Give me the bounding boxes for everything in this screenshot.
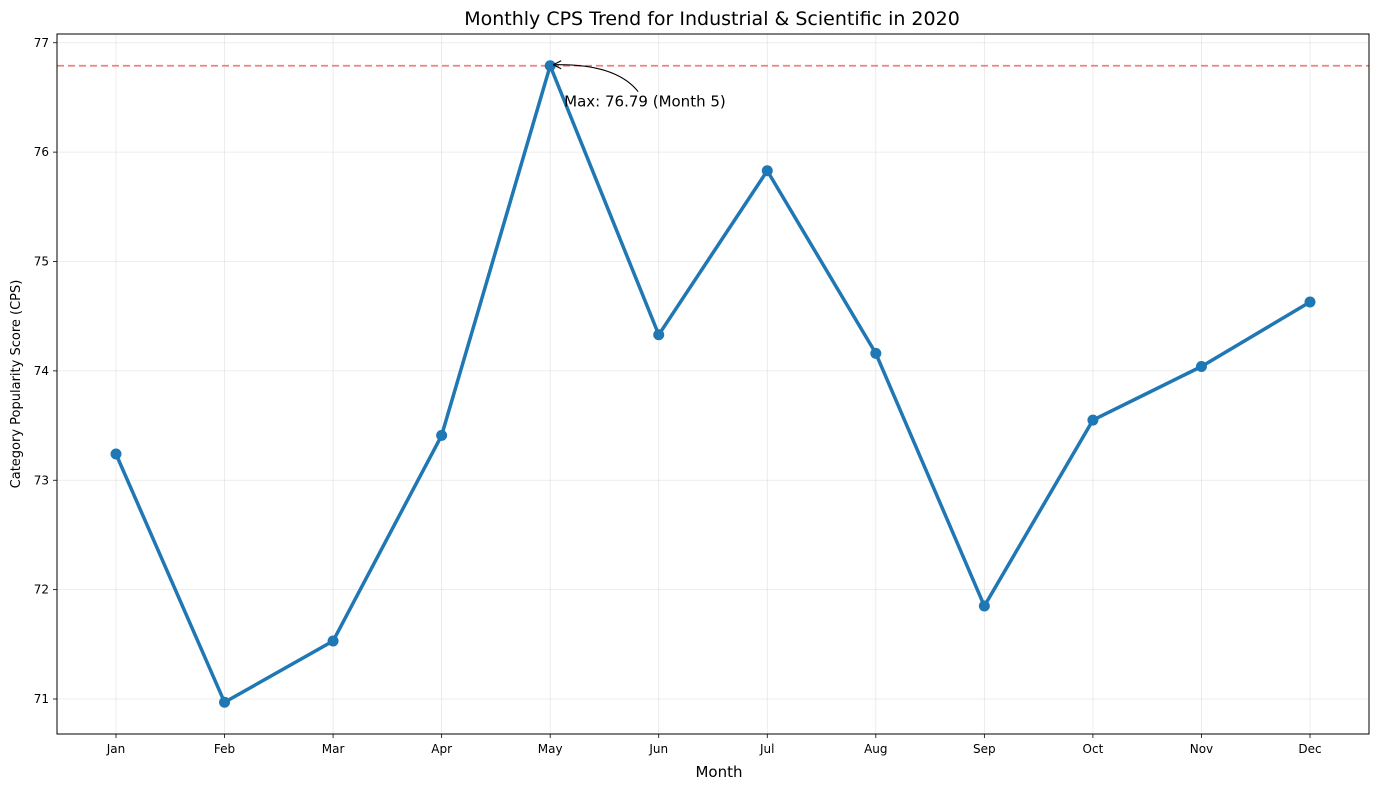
y-tick-label: 72 xyxy=(34,583,49,597)
x-tick-label: May xyxy=(538,742,563,756)
x-tick-label: Oct xyxy=(1083,742,1104,756)
annotation-arrow xyxy=(555,64,639,93)
y-tick-label: 76 xyxy=(34,145,49,159)
data-point xyxy=(544,60,556,72)
x-tick-label: Jul xyxy=(759,742,774,756)
x-tick-label: Nov xyxy=(1190,742,1213,756)
annotation-layer: Max: 76.79 (Month 5) xyxy=(552,60,726,111)
data-point xyxy=(327,635,339,647)
annotation-text: Max: 76.79 (Month 5) xyxy=(564,93,726,111)
plot-frame xyxy=(56,33,1370,735)
y-tick-label: 71 xyxy=(34,692,49,706)
data-point xyxy=(436,429,448,441)
x-tick-label: Sep xyxy=(973,742,996,756)
y-tick-label: 74 xyxy=(34,364,49,378)
annotation-arrowhead xyxy=(552,60,562,70)
data-point xyxy=(870,347,882,359)
x-axis-label: Month xyxy=(695,763,742,781)
data-point xyxy=(1195,361,1207,372)
y-tick-label: 77 xyxy=(34,36,49,50)
chart-title: Monthly CPS Trend for Industrial & Scien… xyxy=(464,8,960,30)
data-point xyxy=(219,696,231,708)
x-tick-label: Mar xyxy=(322,742,345,756)
x-tick-label: Apr xyxy=(431,742,452,756)
x-axis-ticks: Jan Feb Mar Apr May Jun Jul Aug Sep Oct Nov Dec xyxy=(106,734,1322,756)
y-axis-label: Category Popularity Score (CPS) xyxy=(9,280,24,489)
data-point xyxy=(1304,296,1316,308)
y-axis-ticks: 71 72 73 74 75 76 77 xyxy=(34,36,57,706)
x-tick-label: Jun xyxy=(648,742,668,756)
data-point xyxy=(978,600,990,612)
series-layer xyxy=(110,60,1316,708)
x-tick-label: Dec xyxy=(1298,742,1321,756)
y-tick-label: 73 xyxy=(34,473,49,487)
series-line xyxy=(114,63,1312,705)
x-tick-label: Jan xyxy=(106,742,126,756)
data-point xyxy=(1087,414,1099,426)
data-point xyxy=(110,448,122,460)
y-tick-label: 75 xyxy=(34,255,49,269)
data-point xyxy=(761,165,773,177)
x-tick-label: Feb xyxy=(214,742,235,756)
x-tick-label: Aug xyxy=(864,742,887,756)
data-point xyxy=(653,329,665,341)
grid xyxy=(57,34,1369,734)
